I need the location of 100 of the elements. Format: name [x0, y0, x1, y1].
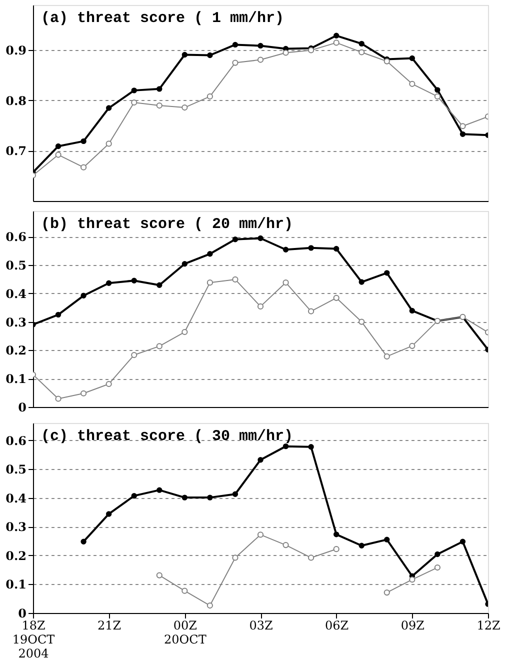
point: [258, 457, 264, 463]
point: [182, 52, 188, 58]
point: [232, 554, 238, 561]
y-tick-label: 0.9: [6, 44, 26, 58]
y-tick-label: 0.6: [6, 230, 26, 244]
y-tick-label: 0.2: [6, 344, 26, 358]
point: [257, 532, 264, 538]
x-tick-label: 06Z: [325, 618, 349, 632]
chart-title: (c) threat score ( 30 mm/hr): [41, 428, 294, 445]
point: [55, 143, 62, 150]
point: [156, 86, 162, 92]
point: [409, 55, 416, 62]
point: [358, 542, 364, 548]
point: [182, 494, 188, 500]
point: [384, 270, 390, 276]
x-tick-label: 21Z: [98, 618, 122, 632]
point: [308, 554, 314, 561]
x-tick-label: 03Z: [249, 618, 273, 632]
point: [409, 576, 416, 583]
y-tick-label: 0.4: [6, 491, 26, 506]
point: [156, 572, 162, 578]
point: [106, 105, 112, 111]
point: [55, 312, 62, 318]
point: [232, 276, 238, 283]
point: [156, 102, 162, 109]
y-tick-label: 0.6: [6, 434, 26, 448]
point: [131, 492, 137, 499]
point: [358, 40, 364, 47]
point: [460, 123, 466, 130]
point: [460, 538, 466, 544]
point: [308, 444, 314, 450]
point: [358, 279, 364, 285]
point: [232, 42, 238, 48]
point: [333, 40, 340, 46]
point: [460, 131, 466, 137]
point: [182, 588, 188, 594]
point: [258, 42, 264, 49]
point: [333, 546, 340, 552]
point: [409, 80, 416, 87]
point: [358, 49, 365, 56]
point: [333, 32, 340, 38]
x-tick-label: 00Z 20OCT: [164, 618, 206, 646]
point: [106, 380, 112, 388]
point: [131, 99, 138, 106]
point: [55, 152, 62, 158]
point: [333, 246, 340, 252]
point: [156, 343, 162, 350]
point: [434, 93, 440, 100]
point: [257, 303, 264, 310]
point: [80, 138, 86, 144]
point: [207, 494, 213, 500]
point: [282, 542, 289, 548]
point: [384, 536, 390, 542]
point: [80, 390, 87, 396]
point: [232, 236, 238, 242]
point: [206, 602, 213, 609]
point: [131, 352, 138, 358]
y-tick-label: 0.3: [6, 520, 26, 534]
point: [282, 246, 289, 252]
point: [106, 140, 112, 147]
point: [131, 88, 137, 94]
point: [55, 396, 62, 402]
point: [80, 538, 86, 544]
point: [156, 282, 162, 288]
y-tick-label: 0.5: [6, 462, 26, 477]
point: [282, 443, 289, 450]
point: [206, 280, 213, 286]
point: [434, 564, 440, 571]
point: [434, 551, 440, 558]
point: [384, 590, 390, 596]
x-tick-label: 09Z: [400, 618, 424, 632]
y-tick-label: 0.3: [6, 315, 26, 330]
y-tick-label: 0.4: [6, 286, 26, 301]
x-tick-label: 12Z: [476, 618, 500, 632]
point: [282, 280, 289, 286]
x-tick-label: 18Z 19OCT 2004: [12, 618, 55, 660]
y-tick-label: 0.1: [6, 372, 26, 386]
point: [207, 52, 213, 58]
point: [206, 93, 213, 100]
y-tick-label: 0.1: [6, 578, 26, 592]
y-tick-label: 0: [18, 400, 26, 414]
point: [434, 87, 440, 93]
point: [308, 308, 314, 314]
point: [333, 294, 340, 301]
point: [80, 292, 86, 298]
point: [257, 56, 264, 63]
y-tick-label: 0.2: [6, 548, 26, 563]
point: [308, 245, 314, 251]
point: [258, 235, 264, 242]
point: [333, 532, 340, 538]
chart-title: (b) threat score ( 20 mm/hr): [41, 216, 294, 233]
point: [182, 104, 188, 111]
point: [384, 353, 390, 360]
y-tick-label: 0.8: [6, 94, 26, 108]
y-tick-label: 0.5: [6, 258, 26, 272]
y-tick-label: 0: [18, 606, 26, 620]
point: [409, 308, 416, 314]
point: [106, 511, 112, 517]
point: [80, 164, 87, 170]
point: [282, 50, 289, 56]
